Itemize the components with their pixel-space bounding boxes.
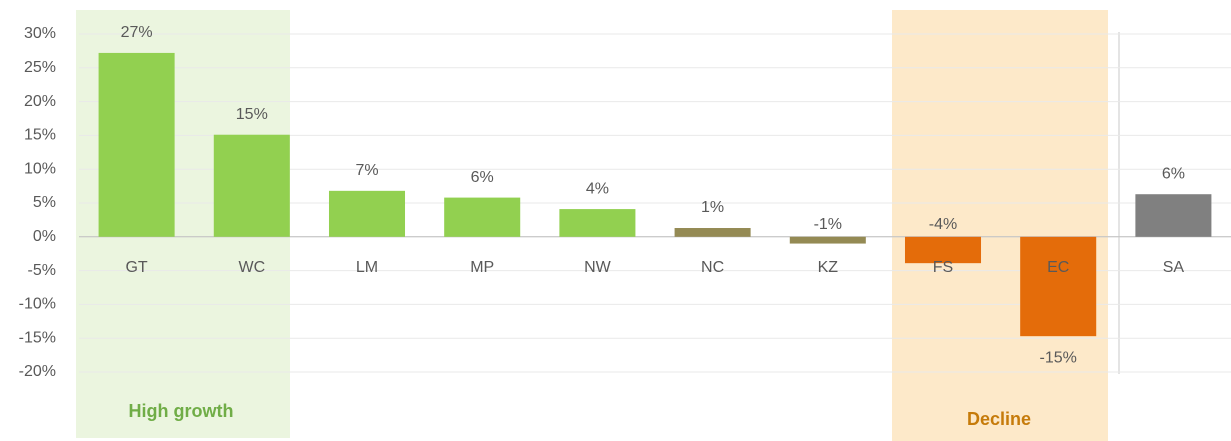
value-label: 1%: [701, 199, 724, 216]
y-tick-label: 30%: [24, 25, 56, 42]
value-label: -1%: [814, 216, 842, 233]
y-tick-label: 5%: [33, 194, 56, 211]
y-tick-label: -15%: [19, 329, 56, 346]
value-label: -4%: [929, 216, 957, 233]
value-label: -15%: [1040, 349, 1077, 366]
bar: [1020, 236, 1097, 337]
bar: [674, 228, 751, 237]
value-label: 6%: [1162, 165, 1185, 182]
bar: [444, 197, 521, 237]
x-tick-label: NC: [701, 259, 724, 276]
value-label: 4%: [586, 180, 609, 197]
y-tick-label: -20%: [19, 363, 56, 380]
bar: [328, 190, 406, 237]
annotation: Decline: [967, 409, 1031, 429]
y-tick-label: 25%: [24, 59, 56, 76]
x-tick-label: KZ: [818, 259, 839, 276]
y-tick-label: -5%: [28, 262, 56, 279]
bar: [789, 236, 866, 244]
y-tick-label: 20%: [24, 93, 56, 110]
y-tick-label: 0%: [33, 228, 56, 245]
y-tick-label: -10%: [19, 296, 56, 313]
decline-region: [892, 10, 1108, 441]
x-tick-label: EC: [1047, 259, 1069, 276]
x-tick-label: FS: [933, 259, 953, 276]
bar: [1135, 194, 1212, 237]
value-label: 7%: [355, 162, 378, 179]
y-tick-label: 15%: [24, 127, 56, 144]
bar: [213, 134, 290, 237]
x-tick-label: GT: [125, 259, 147, 276]
x-tick-label: MP: [470, 259, 494, 276]
value-label: 15%: [236, 106, 268, 123]
annotation: High growth: [129, 401, 234, 421]
value-label: 27%: [121, 24, 153, 41]
x-tick-label: SA: [1163, 259, 1185, 276]
bar: [904, 236, 982, 264]
x-tick-label: NW: [584, 259, 612, 276]
x-tick-label: WC: [238, 259, 265, 276]
y-tick-label: 10%: [24, 160, 56, 177]
bar: [98, 52, 175, 237]
x-tick-label: LM: [356, 259, 378, 276]
value-label: 6%: [471, 169, 494, 186]
bar: [559, 209, 636, 237]
